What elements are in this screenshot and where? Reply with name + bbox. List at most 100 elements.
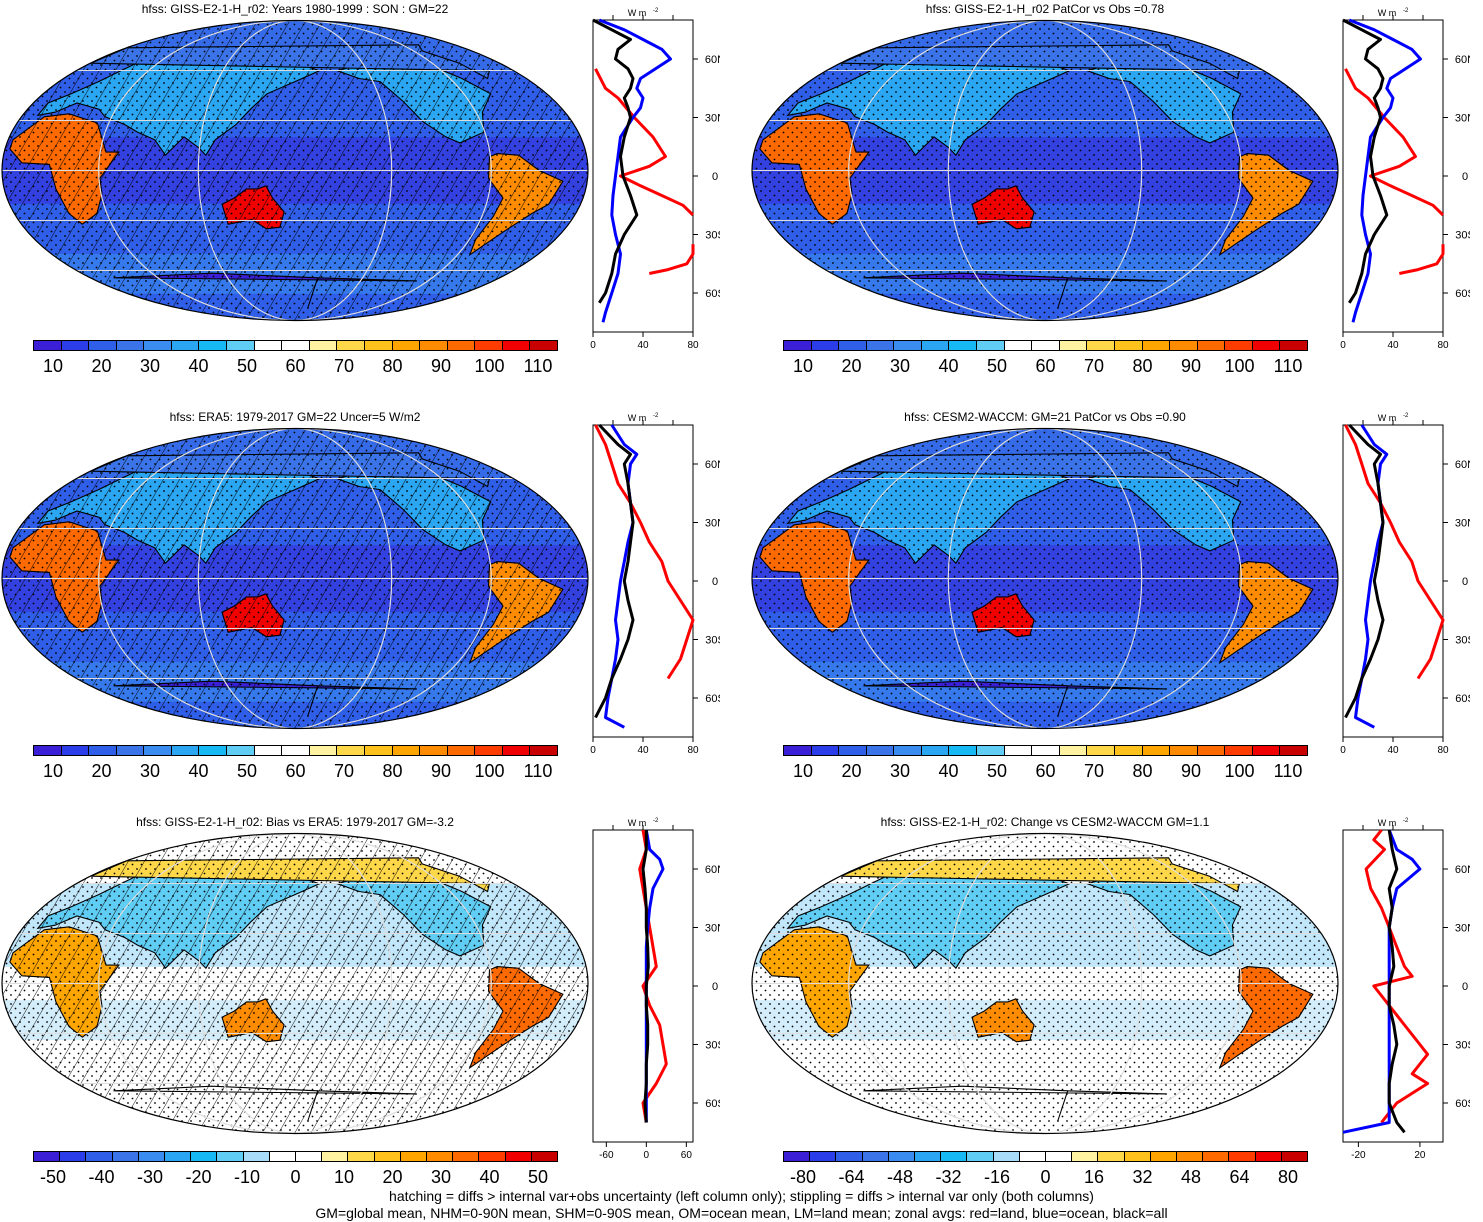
- colorbar-label: 80: [1132, 761, 1153, 781]
- colorbar-swatch: [1225, 746, 1253, 755]
- colorbar-swatch: [1255, 1152, 1282, 1161]
- colorbar-swatch: [61, 746, 90, 755]
- colorbar-swatch: [227, 341, 255, 350]
- zonal-ytick-label: 60N: [705, 864, 720, 876]
- panel-title: hfss: ERA5: 1979-2017 GM=22 Uncer=5 W/m2: [169, 410, 421, 424]
- panel-title: hfss: GISS-E2-1-H_r02: Change vs CESM2-W…: [880, 815, 1210, 829]
- colorbar-label: 70: [1083, 356, 1105, 376]
- zonal-ytick-label: 0: [712, 171, 718, 183]
- zonal-ytick-label: 60S: [705, 1098, 720, 1110]
- graticule-lon: [848, 20, 1242, 321]
- colorbar-label: 110: [523, 761, 553, 781]
- colorbar-swatch: [296, 1152, 323, 1161]
- zonal-line-all: [1344, 423, 1385, 719]
- colorbar-label: -50: [39, 1167, 67, 1187]
- zonal-line-land: [1344, 424, 1445, 680]
- zonal-plot: W m -2 60N 30N 0 30S 60S 0 40 80: [590, 8, 720, 351]
- zonal-xtick-label: 0: [644, 1150, 650, 1161]
- colorbar-swatch: [839, 746, 867, 755]
- colorbar: [33, 745, 558, 756]
- zonal-line-all: [1387, 829, 1406, 1134]
- colorbar-swatch: [784, 341, 812, 350]
- colorbar-swatch: [89, 341, 117, 350]
- zonal-xtick-label: 60: [681, 1150, 693, 1161]
- zonal-ytick-label: 30S: [1455, 230, 1470, 242]
- colorbar-swatch: [60, 1152, 87, 1161]
- colorbar-swatch: [1098, 1152, 1125, 1161]
- zonal-xtick-label: 0: [1340, 745, 1346, 756]
- map-svg: [1, 832, 589, 1135]
- colorbar-swatch: [392, 746, 421, 755]
- panel-title: hfss: GISS-E2-1-H_r02: Years 1980-1999 :…: [141, 2, 449, 16]
- zonal-line-ocean: [1342, 829, 1422, 1134]
- colorbar-label: 10: [792, 761, 814, 781]
- colorbar-label: 40: [938, 356, 959, 376]
- panel-title: hfss: CESM2-WACCM: GM=21 PatCor vs Obs =…: [904, 410, 1186, 424]
- colorbar-swatch: [530, 746, 557, 755]
- colorbar-swatch: [1203, 1152, 1230, 1161]
- colorbar-swatch: [34, 746, 62, 755]
- map-border: [1, 832, 589, 1135]
- colorbar-label: -10: [233, 1167, 261, 1187]
- zonal-xtick-label: -20: [1351, 1150, 1366, 1161]
- colorbar-swatch: [427, 1152, 454, 1161]
- zonal-line-all: [594, 423, 635, 719]
- colorbar-swatch: [116, 746, 145, 755]
- colorbar-label: 20: [841, 761, 862, 781]
- colorbar-label: 64: [1229, 1167, 1250, 1187]
- zonal-units-exp: -2: [653, 8, 659, 14]
- colorbar-swatch: [61, 341, 90, 350]
- colorbar-swatch: [34, 341, 62, 350]
- colorbar-label: 10: [333, 1167, 355, 1187]
- colorbar-swatch: [1142, 341, 1171, 350]
- graticule-lon: [98, 833, 492, 1134]
- map-svg: [751, 832, 1339, 1135]
- colorbar-swatch: [243, 1152, 270, 1161]
- zonal-ytick-label: 30N: [1455, 518, 1470, 530]
- colorbar-swatch: [949, 341, 978, 350]
- colorbar-label: 90: [430, 356, 452, 376]
- zonal-ytick-label: 60S: [1455, 693, 1470, 705]
- colorbar-swatch: [1150, 1152, 1178, 1161]
- colorbar-swatch: [420, 341, 448, 350]
- zonal-ytick-label: 0: [1462, 576, 1468, 588]
- zonal-line-land: [594, 424, 695, 680]
- map: [750, 426, 1340, 731]
- colorbar-swatch: [531, 1152, 558, 1161]
- zonal-units: W m: [628, 8, 647, 18]
- colorbar-swatch: [254, 341, 283, 350]
- panel-title: hfss: GISS-E2-1-H_r02: Bias vs ERA5: 197…: [136, 815, 454, 829]
- colorbar-label: 80: [382, 761, 403, 781]
- colorbar-swatch: [1059, 341, 1088, 350]
- colorbar-swatch: [839, 341, 867, 350]
- graticule-lon: [98, 428, 492, 729]
- map-svg: [751, 19, 1339, 322]
- colorbar-swatch: [479, 1152, 506, 1161]
- zonal-ytick-label: 30N: [705, 113, 720, 125]
- colorbar-label: 70: [1083, 761, 1105, 781]
- zonal-xtick-label: 40: [1387, 745, 1399, 756]
- map: [750, 18, 1340, 323]
- colorbar-label: 0: [1040, 1167, 1051, 1187]
- zonal-ytick-label: 30N: [705, 923, 720, 935]
- colorbar-label: 50: [236, 761, 258, 781]
- colorbar-swatch: [144, 746, 172, 755]
- colorbar-swatch: [862, 1152, 889, 1161]
- colorbar-label: 40: [479, 1167, 500, 1187]
- colorbar-swatch: [116, 341, 145, 350]
- colorbar-swatch: [941, 1152, 968, 1161]
- colorbar-label: 40: [188, 356, 209, 376]
- colorbar: [33, 340, 558, 351]
- zonal-ytick-label: 30S: [1455, 635, 1470, 647]
- map: [0, 18, 590, 323]
- colorbar-label: 60: [285, 356, 306, 376]
- colorbar-swatch: [1019, 1152, 1047, 1161]
- colorbar-swatch: [1087, 746, 1115, 755]
- zonal-units: W m: [628, 413, 647, 423]
- colorbar-label: 32: [1132, 1167, 1153, 1187]
- colorbar-label: -30: [136, 1167, 164, 1187]
- colorbar-swatch: [374, 1152, 401, 1161]
- colorbar-swatch: [348, 1152, 375, 1161]
- colorbar-swatch: [144, 341, 172, 350]
